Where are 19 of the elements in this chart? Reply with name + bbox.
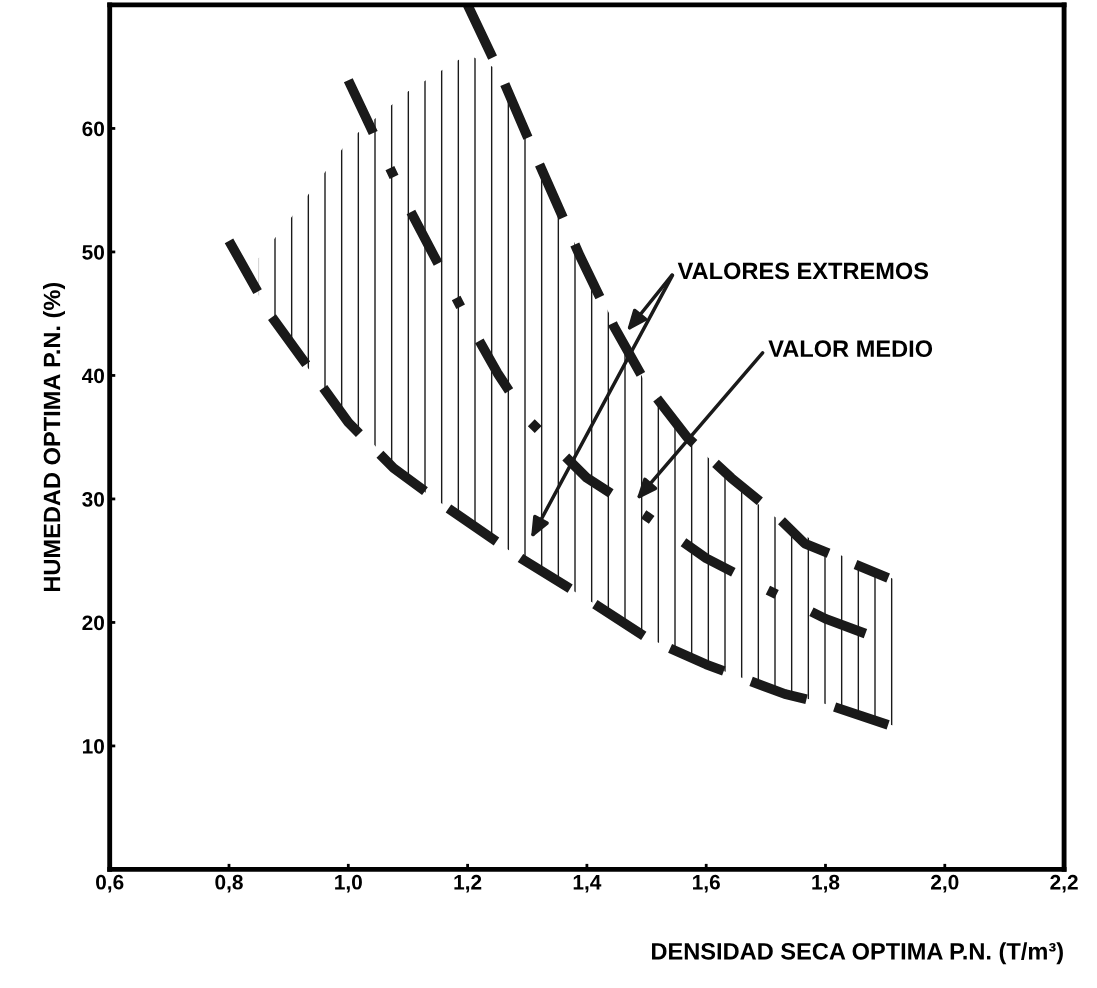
y-tick-label: 40 — [81, 368, 104, 384]
y-tick-label: 60 — [82, 121, 104, 137]
y-tick-label: 50 — [82, 244, 104, 260]
annotation: VALORES EXTREMOS — [677, 262, 929, 280]
x-tick-label: 1,2 — [454, 874, 482, 893]
y-tick-label: 20 — [82, 615, 104, 631]
x-tick-label: 1,4 — [573, 875, 602, 893]
y-axis-title: HUMEDAD OPTIMA P.N. (%) — [42, 282, 65, 592]
x-axis-title: DENSIDAD SECA OPTIMA P.N. (T/m³) — [652, 942, 1063, 965]
x-tick-label: 1,6 — [693, 874, 720, 893]
x-tick-label: 0,8 — [215, 874, 243, 893]
x-tick-label: 2,0 — [931, 874, 959, 893]
x-tick-label: 0,6 — [96, 874, 124, 893]
x-tick-label: 1,8 — [812, 874, 840, 893]
y-tick-label: 30 — [82, 491, 104, 507]
annotation: VALOR MEDIO — [768, 340, 933, 358]
x-tick-label: 2,2 — [1050, 874, 1078, 893]
x-tick-label: 1,0 — [335, 874, 362, 893]
y-tick-label: 10 — [82, 738, 104, 754]
